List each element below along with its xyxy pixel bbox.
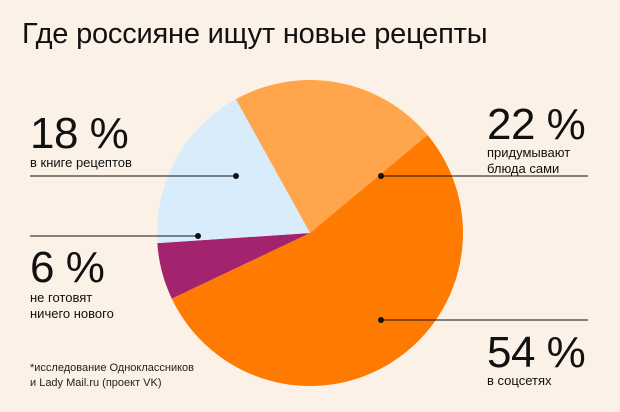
leader-social-dot <box>378 317 384 323</box>
slice-social <box>171 135 463 386</box>
label-desc-social: в соцсетях <box>487 373 552 388</box>
label-desc-books: в книге рецептов <box>30 155 132 170</box>
leader-self-dot <box>378 173 384 179</box>
label-value-books: 18 % <box>30 109 129 158</box>
label-desc-nothing-new-1: не готовят <box>30 290 93 305</box>
label-value-social: 54 % <box>487 328 586 377</box>
footnote-line-2: и Lady Mail.ru (проект VK) <box>30 377 162 389</box>
label-desc-nothing-new-2: ничего нового <box>30 306 114 321</box>
leader-books-dot <box>233 173 239 179</box>
label-value-nothing-new: 6 % <box>30 243 105 292</box>
leader-nothing-new-dot <box>195 233 201 239</box>
label-desc-self-1: придумывают <box>487 145 571 160</box>
label-desc-self-2: блюда сами <box>487 161 560 176</box>
footnote: *исследование Одноклассников и Lady Mail… <box>30 361 220 391</box>
footnote-line-1: *исследование Одноклассников <box>30 362 195 374</box>
chart-title: Где россияне ищут новые рецепты <box>22 18 488 50</box>
slice-books <box>157 99 310 244</box>
slice-nothing-new <box>157 233 310 299</box>
label-value-self: 22 % <box>487 100 586 149</box>
slice-self <box>235 79 428 233</box>
